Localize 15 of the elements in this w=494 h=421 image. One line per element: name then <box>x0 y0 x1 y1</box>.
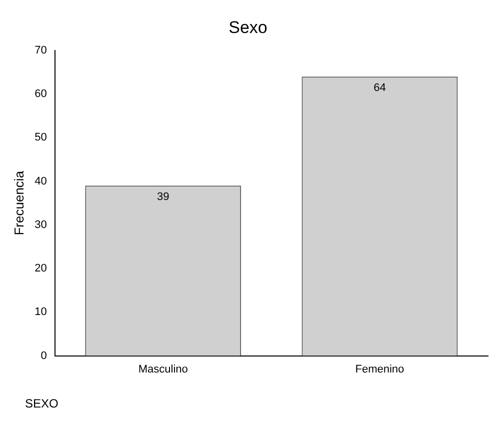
y-tick-label: 10 <box>34 306 47 318</box>
y-tick-label: 50 <box>34 132 47 144</box>
x-tick-label: Masculino <box>138 363 188 376</box>
y-tick-label: 0 <box>40 350 47 362</box>
y-axis-title: Frecuencia <box>11 170 26 236</box>
y-tick-label: 20 <box>34 262 47 275</box>
y-tick-label: 40 <box>34 175 47 188</box>
data-label: 39 <box>157 191 170 204</box>
y-tick-label: 30 <box>34 218 47 231</box>
chart-title: Sexo <box>228 18 268 37</box>
y-tick-label: 70 <box>34 44 47 56</box>
x-tick-label: Femenino <box>355 363 404 376</box>
y-tick-label: 60 <box>34 88 47 100</box>
data-label: 64 <box>374 82 386 94</box>
x-axis-title: SEXO <box>25 396 58 410</box>
